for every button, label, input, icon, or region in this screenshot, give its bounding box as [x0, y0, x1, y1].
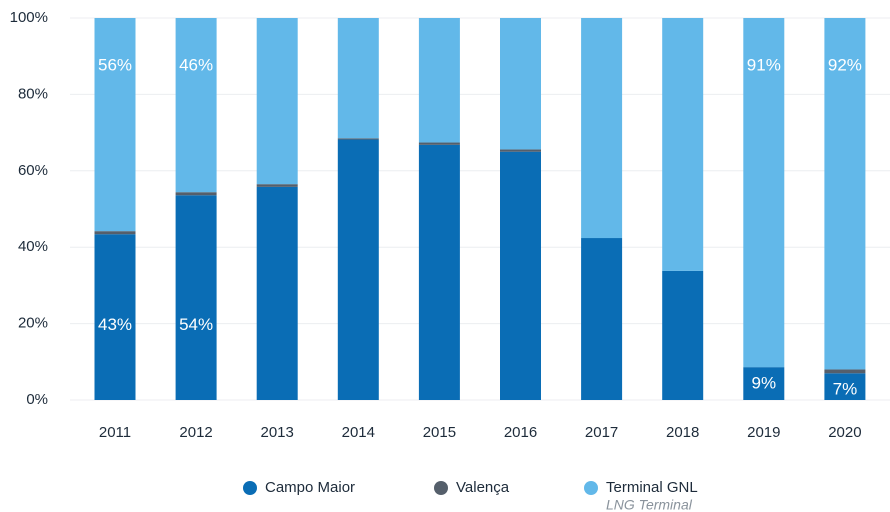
- value-label: 91%: [747, 55, 781, 74]
- bar-segment: [175, 18, 217, 193]
- y-tick-label: 80%: [18, 85, 48, 102]
- bar-segment: [500, 149, 541, 152]
- bar-segment: [418, 144, 460, 400]
- legend-label: Terminal GNL: [606, 479, 698, 496]
- value-label: 7%: [833, 380, 858, 399]
- bar-segment: [256, 18, 298, 185]
- y-tick-label: 100%: [10, 9, 48, 26]
- value-label: 43%: [98, 315, 132, 334]
- bar-segment: [662, 18, 704, 271]
- bar-segment: [337, 138, 379, 140]
- legend-marker: [243, 481, 257, 495]
- y-tick-label: 60%: [18, 162, 48, 179]
- bar-segment: [175, 192, 217, 196]
- bar-segment: [175, 195, 217, 400]
- bar-segment: [94, 231, 136, 235]
- bar-segment: [581, 238, 623, 400]
- bar-segment: [743, 18, 785, 368]
- bar-segment: [662, 270, 704, 400]
- bar-segment: [500, 18, 541, 150]
- y-tick-label: 20%: [18, 315, 48, 332]
- x-tick-label: 2019: [747, 424, 780, 441]
- x-tick-label: 2011: [99, 424, 131, 441]
- legend-label: Campo Maior: [265, 479, 355, 496]
- value-label: 9%: [752, 374, 777, 393]
- x-tick-label: 2013: [261, 424, 294, 441]
- bar-segment: [824, 18, 866, 370]
- x-tick-label: 2014: [342, 424, 375, 441]
- x-tick-label: 2015: [423, 424, 456, 441]
- bar-segment: [824, 373, 866, 400]
- x-tick-label: 2017: [585, 424, 618, 441]
- bar-segment: [337, 18, 379, 139]
- y-tick-label: 0%: [26, 391, 48, 408]
- bar-segment: [581, 18, 623, 239]
- bar-segment: [500, 151, 541, 400]
- legend-note: LNG Terminal: [606, 497, 693, 512]
- bar-segment: [337, 139, 379, 400]
- legend-label: Valença: [456, 479, 510, 496]
- value-label: 46%: [179, 55, 213, 74]
- y-tick-label: 40%: [18, 238, 48, 255]
- x-tick-label: 2012: [179, 424, 212, 441]
- x-tick-label: 2020: [828, 424, 861, 441]
- bar-segment: [418, 142, 460, 145]
- bar-segment: [94, 234, 136, 400]
- x-tick-label: 2016: [504, 424, 537, 441]
- bar-segment: [824, 369, 866, 374]
- bar-segment: [743, 367, 785, 400]
- bar-segment: [256, 184, 298, 187]
- value-label: 54%: [179, 315, 213, 334]
- bar-segment: [418, 18, 460, 143]
- value-label: 92%: [828, 55, 862, 74]
- bar-segment: [256, 186, 298, 400]
- x-tick-label: 2018: [666, 424, 699, 441]
- legend-marker: [584, 481, 598, 495]
- bar-segment: [94, 18, 136, 232]
- legend-marker: [434, 481, 448, 495]
- value-label: 56%: [98, 55, 132, 74]
